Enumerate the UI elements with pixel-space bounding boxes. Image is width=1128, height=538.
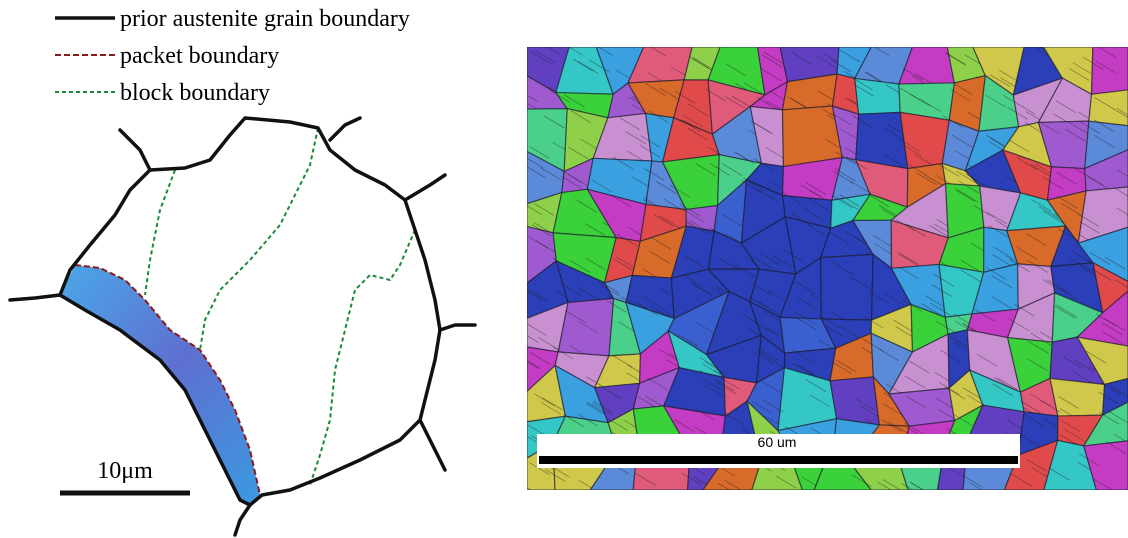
scale-label: 60 um (758, 434, 797, 450)
packet-region (60, 265, 260, 505)
block-boundary (145, 170, 175, 295)
legend-label: packet boundary (120, 43, 279, 69)
block-boundary (310, 230, 415, 485)
scale-label: 10μm (97, 458, 153, 484)
grain-patch (830, 377, 879, 425)
legend: prior austenite grain boundary packet bo… (55, 6, 410, 106)
grain-patch (856, 112, 908, 168)
scale-bar (539, 456, 1018, 464)
grain-patch (855, 78, 900, 114)
grain-boundary (420, 420, 445, 470)
grain-boundary (120, 130, 150, 170)
grain-boundary (405, 175, 445, 200)
block-boundary (200, 128, 318, 350)
grain-boundary (440, 325, 475, 330)
grain-patch (821, 254, 873, 320)
grain-patch (1050, 378, 1105, 416)
schematic: 10μm (10, 118, 475, 535)
micrograph: 60 um (517, 42, 1128, 495)
grain-boundary (235, 505, 250, 535)
grain-patch (558, 299, 613, 356)
grain-patch (782, 106, 842, 167)
micrograph-mosaic (517, 42, 1128, 495)
legend-label: block boundary (120, 80, 270, 106)
grain-boundary (330, 118, 360, 140)
grain-boundary (10, 295, 60, 300)
figure: prior austenite grain boundary packet bo… (0, 0, 1128, 538)
legend-label: prior austenite grain boundary (120, 6, 410, 32)
